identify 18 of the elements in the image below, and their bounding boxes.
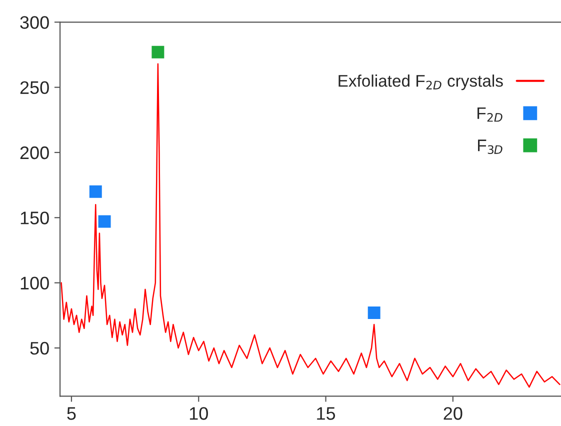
point — [88, 184, 103, 199]
legend-label: F$_{3D}$ — [478, 140, 502, 154]
y-tick-label: 300 — [20, 16, 49, 29]
x-tick-label: 5 — [67, 407, 76, 420]
y-tick-label: 250 — [20, 81, 49, 94]
y-tick-label: 150 — [20, 212, 49, 224]
point — [150, 45, 165, 60]
y-tick-label: 200 — [20, 146, 49, 160]
x-tick-label: 15 — [317, 407, 336, 420]
point — [98, 214, 112, 228]
x-tick-label: 10 — [190, 407, 208, 420]
y-tick-label: 100 — [20, 276, 49, 290]
point — [367, 306, 382, 320]
legend-label: Exfoliated F$_{2D}$ crystals — [338, 74, 503, 90]
line-series — [60, 63, 560, 388]
y-tick-label: 50 — [30, 342, 49, 355]
x-tick-label: 20 — [444, 407, 462, 420]
legend-label: F$_{2D}$ — [478, 107, 502, 122]
